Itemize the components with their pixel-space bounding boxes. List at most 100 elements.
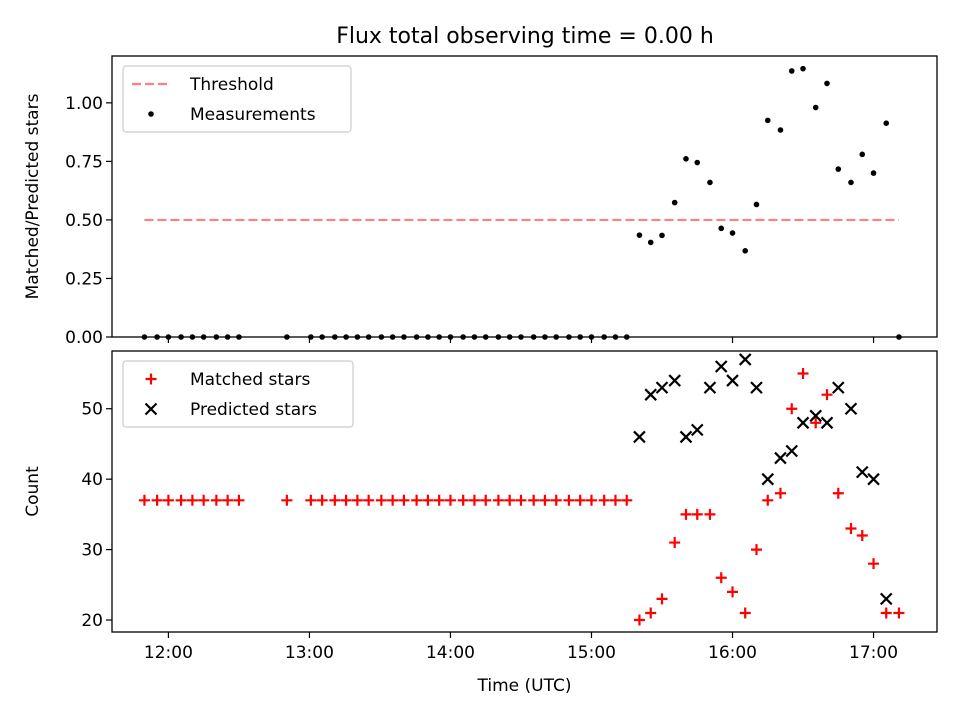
measurement-point — [777, 127, 784, 133]
measurement-point — [308, 334, 314, 340]
measurement-point — [236, 334, 242, 340]
matched-star-marker — [563, 494, 575, 506]
matched-star-marker — [856, 530, 868, 542]
predicted-star-marker — [879, 592, 893, 606]
measurement-point — [213, 334, 220, 340]
predicted-star-marker — [844, 402, 858, 416]
matched-star-marker — [433, 494, 445, 506]
matched-star-marker — [468, 494, 480, 506]
matched-star-marker — [704, 508, 716, 520]
predicted-star-marker — [867, 472, 880, 486]
measurement-point — [566, 334, 572, 340]
matched-star-marker — [186, 494, 198, 506]
measurement-point — [553, 334, 560, 340]
matched-star-marker — [444, 494, 456, 506]
matched-star-marker — [340, 494, 352, 506]
y-tick-label: 0.75 — [65, 152, 103, 172]
matched-star-marker — [539, 494, 551, 506]
matched-star-marker — [305, 494, 317, 506]
measurement-point — [859, 151, 866, 158]
matched-star-marker — [422, 494, 434, 506]
measurement-point — [178, 334, 184, 340]
predicted-star-marker — [633, 430, 646, 444]
measurement-point — [601, 334, 607, 340]
matched-star-marker — [351, 494, 363, 506]
measurement-point — [812, 104, 819, 111]
predicted-star-marker — [809, 409, 822, 423]
predicted-star-marker — [750, 381, 763, 394]
matched-star-marker — [633, 614, 645, 626]
measurement-point — [319, 334, 325, 340]
matched-star-marker — [893, 607, 905, 619]
measurement-point — [189, 334, 196, 340]
matched-star-marker — [316, 494, 328, 506]
predicted-star-marker — [644, 388, 657, 401]
matched-star-marker — [515, 494, 527, 506]
y-tick-label: 50 — [81, 400, 103, 420]
measurement-point — [354, 334, 361, 340]
measurement-point — [883, 120, 890, 127]
measurement-point — [530, 334, 537, 340]
matched-star-marker — [727, 586, 739, 598]
matched-star-marker — [669, 537, 681, 549]
y-tick-label: 40 — [81, 470, 103, 490]
legend-box — [122, 360, 354, 428]
matched-star-marker — [691, 508, 703, 520]
measurement-point — [870, 170, 877, 176]
measurement-point — [378, 334, 385, 340]
matched-star-marker — [868, 558, 880, 570]
measurement-point — [413, 334, 420, 340]
measurement-point — [506, 334, 513, 340]
predicted-star-marker — [832, 381, 845, 394]
measurement-point — [659, 232, 665, 239]
matched-star-marker — [175, 494, 187, 506]
measurement-point — [460, 334, 466, 340]
measurement-point — [671, 199, 678, 206]
measurement-point — [518, 334, 524, 340]
measurement-point — [647, 239, 654, 246]
measurement-point — [824, 80, 830, 87]
plot-frame — [111, 350, 938, 633]
predicted-star-marker — [714, 360, 728, 373]
matched-star-marker — [480, 494, 492, 506]
y-tick-label: 1.00 — [65, 94, 103, 114]
measurement-point — [623, 334, 630, 340]
matched-star-marker — [715, 572, 727, 584]
bottom-panel: 20 30 40 50 12:00 13:00 14:00 15:00 16:00 17:00 Co… — [23, 350, 938, 696]
matched-star-marker — [762, 494, 774, 506]
plot-frame — [111, 55, 938, 338]
measurement-point — [742, 248, 749, 254]
measurement-point — [154, 334, 160, 340]
measurement-point — [577, 334, 584, 340]
y-axis-label: Count — [23, 466, 43, 517]
measurement-point — [425, 334, 431, 340]
predicted-star-marker — [726, 374, 739, 387]
legend-label: Measurements — [190, 105, 316, 125]
matched-star-marker — [550, 494, 562, 506]
predicted-star-marker — [774, 451, 787, 465]
matched-star-marker — [398, 494, 410, 506]
chart-title: Flux total observing time = 0.00 h — [336, 24, 714, 49]
legend-matched-swatch — [145, 373, 157, 385]
measurement-point — [482, 334, 489, 340]
predicted-star-marker — [761, 472, 775, 486]
measurement-point — [636, 232, 643, 238]
measurement-point — [612, 334, 619, 340]
measurement-point — [835, 166, 842, 172]
y-tick-label: 20 — [81, 611, 103, 631]
legend-label: Predicted stars — [190, 400, 317, 420]
matched-star-marker — [774, 487, 786, 499]
matched-star-marker — [281, 494, 293, 506]
x-tick-label: 12:00 — [144, 643, 193, 663]
measurement-point — [224, 334, 231, 340]
matched-star-marker — [832, 487, 844, 499]
predicted-star-marker — [796, 416, 810, 430]
measurement-point — [729, 230, 736, 236]
x-tick-label: 13:00 — [285, 643, 334, 663]
measurement-point — [200, 334, 207, 340]
matched-star-marker — [786, 403, 798, 415]
measurement-point — [436, 334, 442, 340]
matched-star-marker — [528, 494, 540, 506]
matched-star-marker — [585, 494, 597, 506]
measurement-point — [788, 68, 795, 74]
